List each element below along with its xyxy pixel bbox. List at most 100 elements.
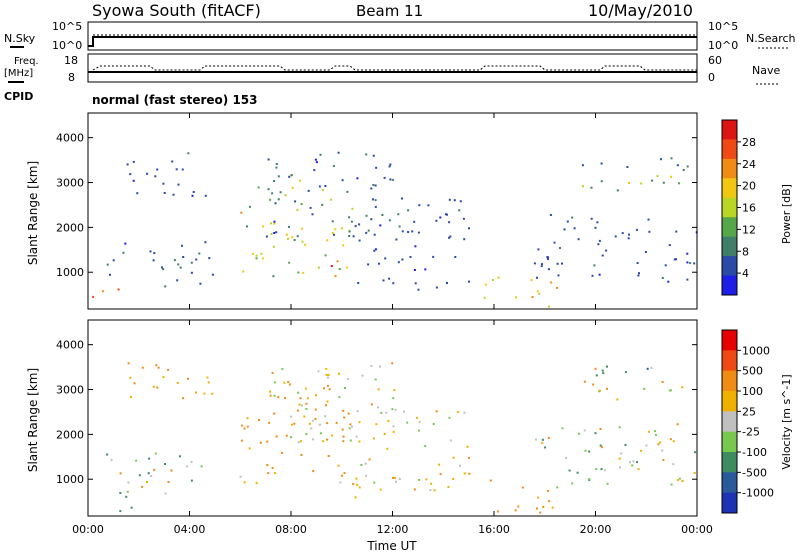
heatmap-cell — [246, 225, 248, 228]
heatmap-cell — [497, 276, 500, 279]
heatmap-cell — [332, 165, 335, 167]
heatmap-cell — [599, 428, 602, 430]
heatmap-cell — [162, 376, 165, 379]
colorbar-swatch — [722, 256, 737, 277]
heatmap-cell — [453, 199, 456, 202]
heatmap-cell — [468, 472, 471, 475]
heatmap-cell — [246, 425, 249, 428]
heatmap-cell — [259, 441, 262, 444]
colorbar-swatch — [722, 178, 737, 199]
heatmap-cell — [315, 161, 318, 164]
heatmap-cell — [584, 449, 587, 452]
heatmap-cell — [155, 364, 158, 367]
heatmap-cell — [270, 222, 272, 225]
heatmap-cell — [299, 179, 301, 182]
heatmap-cell — [468, 280, 470, 283]
heatmap-cell — [318, 185, 321, 188]
heatmap-cell — [326, 422, 329, 425]
heatmap-cell — [327, 455, 330, 457]
heatmap-cell — [273, 220, 276, 223]
velocity-colorbar: 1000 500 100 25 -25 -100 -500 -1000 Velocity [m… — [721, 329, 793, 514]
heatmap-cell — [354, 496, 357, 499]
heatmap-cell — [637, 468, 640, 471]
heatmap-cell — [439, 216, 442, 219]
power-y-label: Slant Range [km] — [26, 161, 40, 265]
heatmap-cell — [192, 191, 195, 193]
heatmap-cell — [187, 152, 190, 155]
nsearch-tick-max: 10^5 — [708, 20, 738, 33]
heatmap-cell — [378, 262, 380, 265]
heatmap-cell — [347, 412, 350, 415]
heatmap-cell — [172, 193, 175, 196]
heatmap-cell — [681, 386, 684, 389]
heatmap-cell — [448, 236, 451, 239]
heatmap-cell — [435, 219, 438, 222]
heatmap-cell — [129, 173, 132, 176]
heatmap-cell — [334, 228, 337, 231]
heatmap-cell — [258, 419, 261, 421]
heatmap-cell — [164, 492, 167, 495]
heatmap-cell — [606, 482, 609, 485]
heatmap-cell — [279, 191, 282, 194]
heatmap-cell — [299, 440, 302, 443]
heatmap-cell — [388, 165, 391, 168]
velocity-panel: 1000 2000 3000 4000 Slant Range [km] — [26, 319, 698, 517]
x-tick-label: 04:00 — [174, 523, 206, 536]
heatmap-cell — [537, 248, 540, 251]
heatmap-cell — [603, 469, 606, 472]
heatmap-cell — [156, 386, 159, 389]
heatmap-cell — [624, 443, 627, 446]
heatmap-cell — [334, 275, 337, 278]
heatmap-cell — [306, 397, 309, 400]
colorbar-swatch — [722, 492, 737, 514]
heatmap-cell — [662, 459, 665, 461]
heatmap-cell — [191, 194, 194, 197]
heatmap-cell — [358, 440, 361, 443]
heatmap-cell — [270, 233, 273, 235]
heatmap-cell — [275, 166, 278, 169]
heatmap-cell — [398, 225, 401, 228]
heatmap-cell — [547, 258, 549, 261]
heatmap-cell — [551, 506, 554, 509]
heatmap-cell — [385, 411, 388, 414]
heatmap-cell — [601, 369, 604, 372]
heatmap-cell — [636, 461, 638, 464]
heatmap-cell — [272, 245, 275, 248]
heatmap-cell — [358, 239, 361, 242]
heatmap-cell — [337, 151, 340, 154]
heatmap-cell — [466, 445, 469, 448]
heatmap-cell — [594, 367, 597, 370]
heatmap-cell — [153, 252, 156, 255]
heatmap-cell — [146, 172, 149, 175]
heatmap-cell — [380, 411, 383, 414]
heatmap-cell — [668, 389, 671, 392]
heatmap-cell — [374, 205, 377, 208]
heatmap-cell — [636, 262, 639, 264]
heatmap-cell — [541, 441, 544, 444]
x-axis-label: Time UT — [366, 539, 417, 553]
heatmap-cell — [296, 235, 299, 238]
heatmap-cell — [109, 273, 111, 276]
heatmap-cell — [541, 263, 543, 266]
heatmap-cell — [432, 423, 435, 425]
heatmap-cell — [346, 266, 349, 269]
heatmap-cell — [163, 192, 166, 194]
heatmap-cell — [566, 220, 569, 223]
heatmap-cell — [457, 411, 460, 413]
heatmap-cell — [496, 510, 499, 513]
heatmap-cell — [599, 444, 602, 447]
heatmap-cell — [283, 381, 286, 384]
heatmap-cell — [401, 197, 403, 200]
heatmap-cell — [358, 486, 361, 489]
heatmap-cell — [177, 263, 180, 266]
heatmap-cell — [449, 439, 452, 442]
heatmap-cell — [644, 251, 647, 253]
heatmap-cell — [273, 412, 276, 415]
heatmap-cell — [581, 164, 584, 167]
heatmap-cell — [338, 268, 341, 270]
heatmap-cell — [454, 256, 457, 258]
heatmap-cell — [312, 470, 315, 473]
heatmap-cell — [152, 385, 155, 388]
heatmap-cell — [206, 376, 209, 379]
heatmap-cell — [556, 286, 558, 289]
